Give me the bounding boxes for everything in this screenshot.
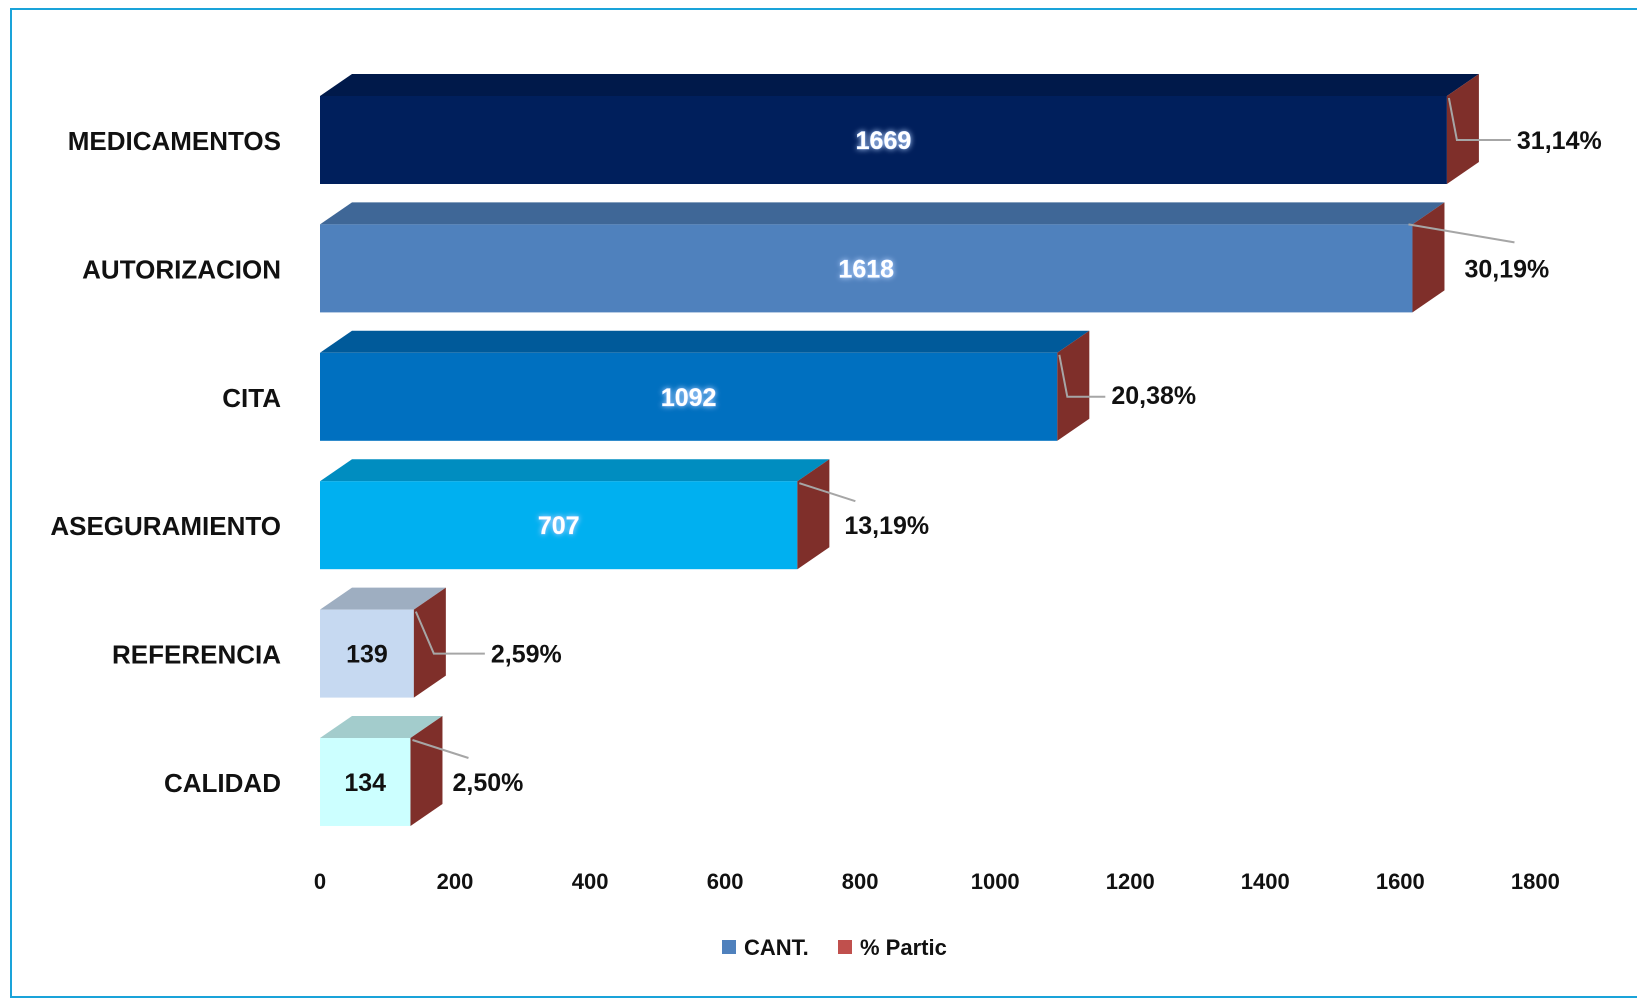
bar-top-face [320, 587, 446, 610]
category-label: REFERENCIA [112, 640, 281, 670]
percent-label: 20,38% [1111, 382, 1196, 410]
leader-lines [412, 97, 1515, 759]
bar [320, 738, 411, 826]
bar [320, 609, 414, 698]
x-tick-label: 600 [707, 869, 744, 894]
percent-side-face [797, 459, 830, 570]
bar-top-face [320, 202, 1445, 225]
category-labels: MEDICAMENTOS AUTORIZACION CITA ASEGURAMIENT… [50, 126, 281, 798]
category-label: ASEGURAMIENTO [50, 511, 281, 541]
category-label: MEDICAMENTOS [68, 126, 281, 156]
value-label: 707 [538, 512, 580, 540]
x-tick-label: 1000 [971, 869, 1020, 894]
x-tick-label: 400 [572, 869, 609, 894]
bar-top-face [320, 74, 1479, 96]
percent-label: 2,50% [452, 769, 523, 797]
x-tick-label: 1400 [1241, 869, 1290, 894]
x-tick-label: 1600 [1376, 869, 1425, 894]
legend-swatch [722, 940, 736, 954]
leader-line [412, 739, 469, 759]
leader-line [1447, 97, 1511, 141]
percent-label: 2,59% [491, 641, 562, 669]
value-label: 1618 [838, 255, 894, 283]
legend-label: CANT. [744, 935, 809, 960]
value-label: 134 [344, 769, 386, 797]
category-label: CITA [222, 383, 281, 413]
bar [320, 481, 798, 570]
percent-label: 13,19% [844, 512, 929, 540]
bar-top-face [320, 459, 830, 482]
x-tick-label: 1800 [1511, 869, 1560, 894]
bars: 1669 1618 1092 707 139 134 [320, 74, 1479, 826]
x-tick-label: 200 [437, 869, 474, 894]
x-tick-label: 0 [314, 869, 326, 894]
percent-side-face [1446, 74, 1479, 184]
leader-line [414, 611, 485, 655]
x-tick-label: 800 [842, 869, 879, 894]
legend-swatch [838, 940, 852, 954]
category-label: AUTORIZACION [82, 254, 281, 284]
bar [320, 224, 1413, 313]
percent-label: 30,19% [1464, 255, 1549, 283]
leader-line [799, 482, 856, 503]
x-tick-label: 1200 [1106, 869, 1155, 894]
value-label: 1669 [856, 127, 912, 155]
category-label: CALIDAD [164, 768, 281, 798]
percent-label: 31,14% [1517, 127, 1602, 155]
x-axis-ticks: 0 200 400 600 800 1000 1200 1400 1600 1800 [314, 869, 1560, 894]
legend: CANT. % Partic [722, 935, 947, 960]
leader-line [1058, 354, 1106, 398]
bar-top-face [320, 716, 443, 738]
value-label: 139 [346, 641, 388, 669]
legend-label: % Partic [860, 935, 947, 960]
percent-side-face [410, 716, 443, 826]
value-label: 1092 [661, 384, 717, 412]
bar [320, 96, 1447, 184]
leader-line [1408, 223, 1515, 244]
bar-top-face [320, 330, 1090, 353]
percent-labels: 31,14% 30,19% 20,38% 13,19% 2,59% 2,50% [452, 127, 1601, 797]
bar [320, 352, 1058, 441]
percent-side-face [1057, 330, 1090, 441]
